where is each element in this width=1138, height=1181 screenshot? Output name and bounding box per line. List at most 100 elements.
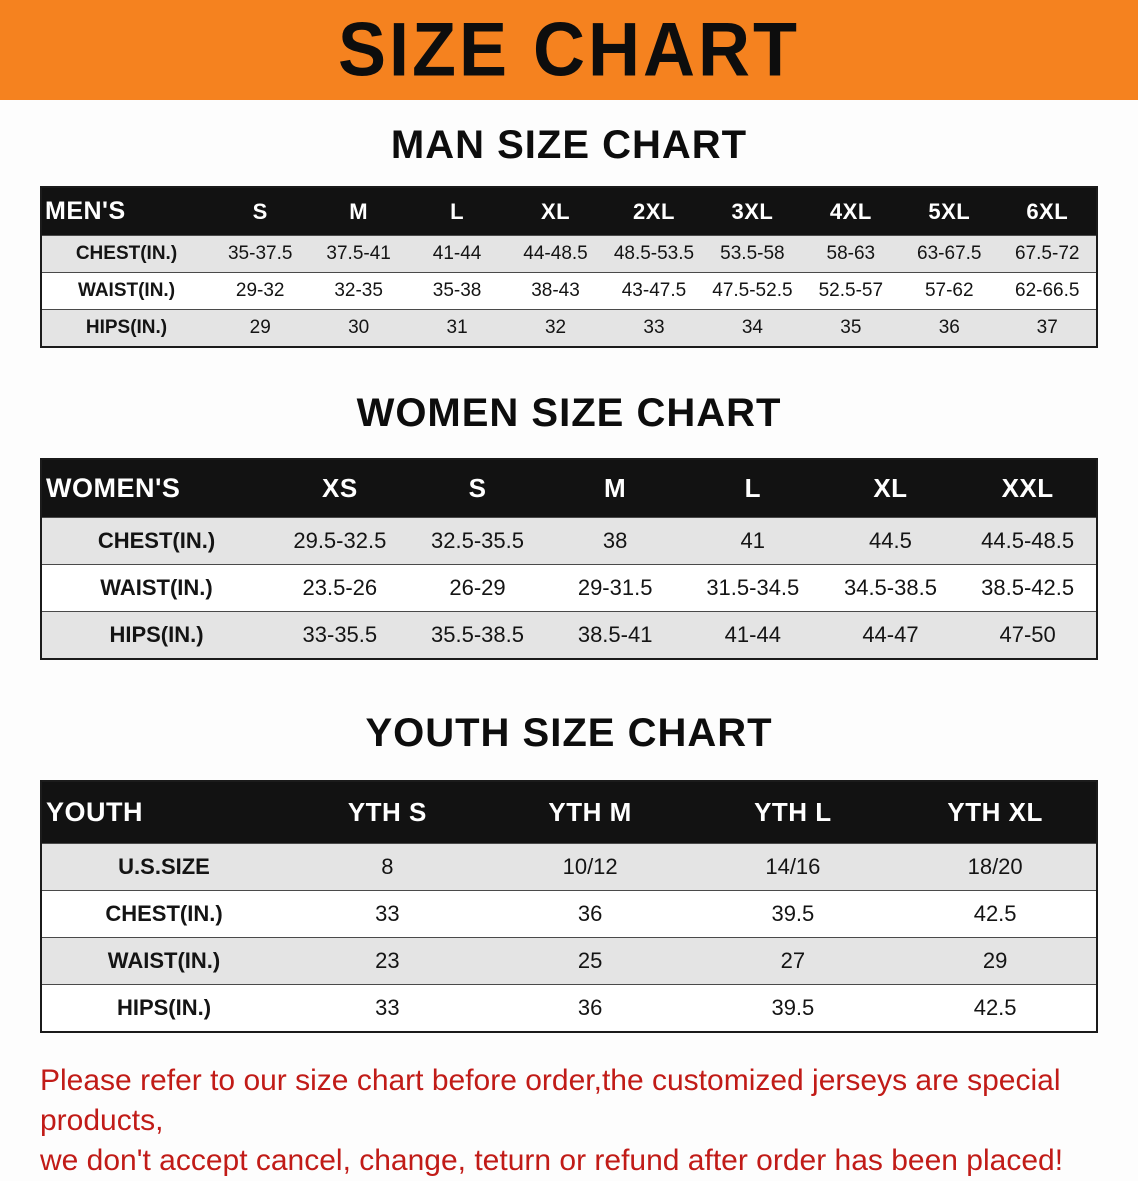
size-header-cell: YTH XL [894, 781, 1097, 844]
banner-title: SIZE CHART [338, 7, 800, 93]
value-cell: 58-63 [801, 235, 901, 273]
women-section-heading: WOMEN SIZE CHART [356, 391, 782, 435]
size-header-cell: 2XL [604, 187, 704, 236]
value-cell: 33 [604, 309, 704, 347]
value-cell: 53.5-58 [703, 235, 802, 273]
size-header-cell: XL [506, 187, 605, 236]
value-cell: 14/16 [691, 843, 895, 891]
row-label-cell: HIPS(IN.) [41, 611, 271, 659]
value-cell: 26-29 [408, 564, 547, 612]
size-header-cell: XXL [959, 459, 1097, 518]
value-cell: 47-50 [959, 611, 1097, 659]
value-cell: 23.5-26 [271, 564, 409, 612]
table-row: HIPS(IN.) 33 36 39.5 42.5 [41, 984, 1097, 1032]
table-header-row: YOUTH YTH S YTH M YTH L YTH XL [41, 781, 1097, 844]
table-header-row: WOMEN'S XS S M L XL XXL [41, 459, 1097, 518]
value-cell: 38 [546, 517, 684, 565]
youth-size-table: YOUTH YTH S YTH M YTH L YTH XL U.S.SIZE 8 10/12… [40, 780, 1098, 1033]
value-cell: 29-31.5 [546, 564, 684, 612]
value-cell: 31 [407, 309, 507, 347]
size-header-cell: L [683, 459, 822, 518]
size-header-cell: L [407, 187, 507, 236]
size-header-cell: XL [821, 459, 960, 518]
men-size-table: MEN'S S M L XL 2XL 3XL 4XL 5XL 6XL CHEST(IN.) 35-37… [40, 186, 1098, 348]
value-cell: 10/12 [488, 843, 692, 891]
value-cell: 29-32 [211, 272, 310, 310]
row-label-cell: WAIST(IN.) [41, 937, 286, 985]
value-cell: 27 [691, 937, 895, 985]
value-cell: 38.5-42.5 [959, 564, 1097, 612]
disclaimer-text: Please refer to our size chart before or… [40, 1061, 1100, 1181]
value-cell: 36 [900, 309, 999, 347]
value-cell: 25 [488, 937, 692, 985]
row-label-cell: CHEST(IN.) [41, 235, 211, 273]
value-cell: 42.5 [894, 984, 1097, 1032]
value-cell: 36 [488, 890, 692, 938]
row-label-cell: HIPS(IN.) [41, 309, 211, 347]
value-cell: 44.5-48.5 [959, 517, 1097, 565]
table-header-row: MEN'S S M L XL 2XL 3XL 4XL 5XL 6XL [41, 187, 1097, 236]
value-cell: 18/20 [894, 843, 1097, 891]
value-cell: 41 [683, 517, 822, 565]
table-row: U.S.SIZE 8 10/12 14/16 18/20 [41, 843, 1097, 891]
women-size-table: WOMEN'S XS S M L XL XXL CHEST(IN.) 29.5-32.5 32.5… [40, 458, 1098, 660]
disclaimer-line-1: Please refer to our size chart before or… [40, 1064, 1061, 1137]
table-row: WAIST(IN.) 23.5-26 26-29 29-31.5 31.5-34.5 34… [41, 564, 1097, 612]
table-row: HIPS(IN.) 33-35.5 35.5-38.5 38.5-41 41-44 44-… [41, 611, 1097, 659]
value-cell: 34 [703, 309, 802, 347]
row-label-cell: CHEST(IN.) [41, 517, 271, 565]
value-cell: 32-35 [309, 272, 408, 310]
value-cell: 8 [286, 843, 489, 891]
value-cell: 36 [488, 984, 692, 1032]
value-cell: 37 [998, 309, 1097, 347]
size-header-cell: S [211, 187, 310, 236]
youth-size-section: YOUTH SIZE CHART YOUTH YTH S YTH M YTH L YTH… [0, 710, 1138, 1033]
table-row: CHEST(IN.) 35-37.5 37.5-41 41-44 44-48.5 48.5… [41, 235, 1097, 273]
value-cell: 41-44 [683, 611, 822, 659]
value-cell: 23 [286, 937, 489, 985]
value-cell: 32.5-35.5 [408, 517, 547, 565]
row-label-cell: WAIST(IN.) [41, 564, 271, 612]
row-label-cell: WAIST(IN.) [41, 272, 211, 310]
size-header-cell: YTH L [691, 781, 895, 844]
value-cell: 48.5-53.5 [604, 235, 704, 273]
value-cell: 42.5 [894, 890, 1097, 938]
value-cell: 37.5-41 [309, 235, 408, 273]
table-title-cell: YOUTH [41, 781, 286, 844]
women-size-section: WOMEN SIZE CHART WOMEN'S XS S M L XL XXL CHEST(… [0, 390, 1138, 660]
table-title-cell: MEN'S [41, 187, 211, 236]
size-chart-banner: SIZE CHART [0, 0, 1138, 100]
value-cell: 35.5-38.5 [408, 611, 547, 659]
size-header-cell: YTH M [488, 781, 692, 844]
value-cell: 32 [506, 309, 605, 347]
size-header-cell: YTH S [286, 781, 489, 844]
value-cell: 44-47 [821, 611, 960, 659]
value-cell: 52.5-57 [801, 272, 901, 310]
men-section-heading: MAN SIZE CHART [390, 123, 748, 167]
row-label-cell: U.S.SIZE [41, 843, 286, 891]
size-header-cell: S [408, 459, 547, 518]
value-cell: 34.5-38.5 [821, 564, 960, 612]
value-cell: 67.5-72 [998, 235, 1097, 273]
value-cell: 29.5-32.5 [271, 517, 409, 565]
value-cell: 33-35.5 [271, 611, 409, 659]
value-cell: 62-66.5 [998, 272, 1097, 310]
value-cell: 35-38 [407, 272, 507, 310]
table-row: CHEST(IN.) 29.5-32.5 32.5-35.5 38 41 44.5 44.5… [41, 517, 1097, 565]
value-cell: 35-37.5 [211, 235, 310, 273]
value-cell: 63-67.5 [900, 235, 999, 273]
value-cell: 29 [211, 309, 310, 347]
value-cell: 41-44 [407, 235, 507, 273]
value-cell: 43-47.5 [604, 272, 704, 310]
value-cell: 57-62 [900, 272, 999, 310]
value-cell: 44-48.5 [506, 235, 605, 273]
size-header-cell: 3XL [703, 187, 802, 236]
youth-section-heading: YOUTH SIZE CHART [365, 711, 773, 755]
value-cell: 38.5-41 [546, 611, 684, 659]
value-cell: 30 [309, 309, 408, 347]
value-cell: 47.5-52.5 [703, 272, 802, 310]
value-cell: 33 [286, 890, 489, 938]
value-cell: 33 [286, 984, 489, 1032]
value-cell: 38-43 [506, 272, 605, 310]
row-label-cell: CHEST(IN.) [41, 890, 286, 938]
